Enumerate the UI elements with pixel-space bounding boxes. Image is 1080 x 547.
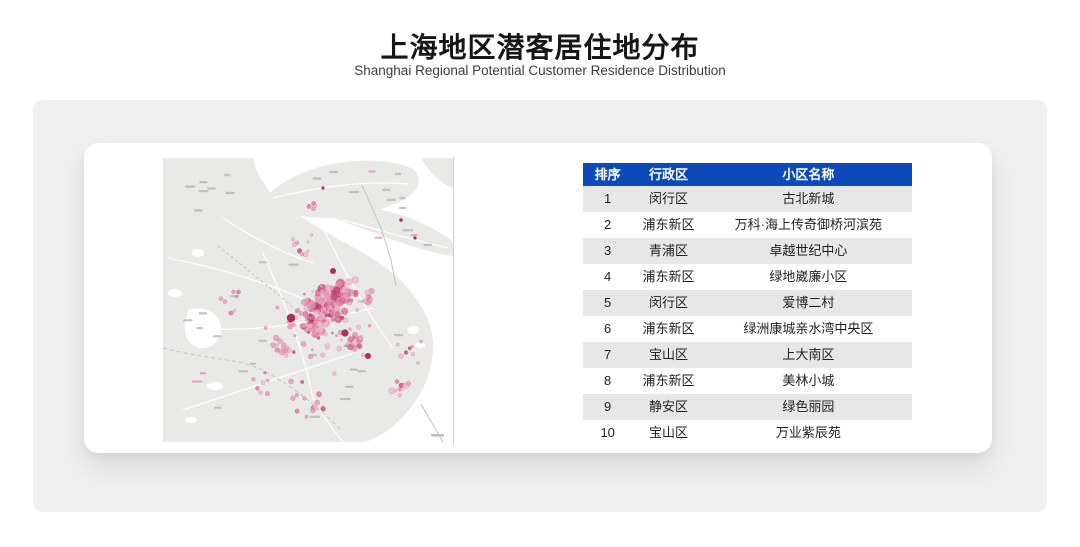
- map-chongming-island: [263, 160, 419, 219]
- district-cell: 浦东新区: [642, 373, 695, 388]
- rank-cell: 3: [604, 243, 612, 258]
- rank-cell: 10: [600, 425, 615, 440]
- shanghai-density-map: [163, 158, 453, 442]
- table-row: 9 静安区 绿色丽园: [583, 394, 912, 420]
- map-density-dots: [218, 186, 423, 419]
- content-card: 排序 行政区 小区名称 1 闵行区 古北新城 2 浦东新区 万科·海上传奇御桥河…: [84, 143, 992, 453]
- district-cell: 闵行区: [649, 191, 689, 206]
- community-cell: 绿色丽园: [782, 399, 835, 414]
- map-pond: [192, 249, 204, 257]
- map-changxing-island: [335, 208, 453, 256]
- community-cell: 美林小城: [782, 373, 835, 388]
- table-row: 5 闵行区 爱博二村: [583, 290, 912, 316]
- map-pond: [185, 417, 197, 423]
- district-cell: 青浦区: [649, 243, 689, 258]
- community-cell: 古北新城: [782, 191, 835, 206]
- district-cell: 静安区: [649, 399, 689, 414]
- table-row: 1 闵行区 古北新城: [583, 186, 912, 212]
- page-subtitle: Shanghai Regional Potential Customer Res…: [354, 63, 726, 78]
- page-title: 上海地区潜客居住地分布: [380, 32, 700, 63]
- map-attribution-mark: [431, 434, 444, 437]
- rank-cell: 4: [604, 269, 612, 284]
- table-row: 6 浦东新区 绿洲康城亲水湾中央区: [583, 316, 912, 342]
- community-cell: 绿洲康城亲水湾中央区: [743, 321, 874, 336]
- ranking-table: 排序 行政区 小区名称 1 闵行区 古北新城 2 浦东新区 万科·海上传奇御桥河…: [583, 163, 912, 446]
- table-row: 2 浦东新区 万科·海上传奇御桥河滨苑: [583, 212, 912, 238]
- district-cell: 浦东新区: [642, 217, 695, 232]
- rank-cell: 5: [604, 295, 612, 310]
- table-header-row: 排序 行政区 小区名称: [583, 163, 912, 186]
- district-cell: 宝山区: [649, 347, 689, 362]
- district-cell: 闵行区: [649, 295, 689, 310]
- map-canvas: [163, 158, 453, 442]
- map-pond: [415, 342, 425, 348]
- col-header-community: 小区名称: [782, 167, 835, 182]
- map-right-border: [453, 157, 454, 444]
- community-cell: 万科·海上传奇御桥河滨苑: [734, 217, 883, 232]
- district-cell: 浦东新区: [642, 321, 695, 336]
- map-railways: [163, 184, 444, 442]
- rank-cell: 2: [604, 217, 612, 232]
- community-cell: 万业紫辰苑: [775, 425, 841, 440]
- table-row: 3 青浦区 卓越世纪中心: [583, 238, 912, 264]
- rank-cell: 6: [604, 321, 612, 336]
- rank-cell: 7: [604, 347, 612, 362]
- map-hengsha-island: [336, 250, 370, 266]
- col-header-district: 行政区: [649, 167, 689, 182]
- rank-cell: 1: [604, 191, 612, 206]
- col-header-rank: 排序: [594, 167, 621, 182]
- table-row: 8 浦东新区 美林小城: [583, 368, 912, 394]
- community-cell: 上大南区: [782, 347, 835, 362]
- community-cell: 爱博二村: [782, 295, 835, 310]
- table-row: 7 宝山区 上大南区: [583, 342, 912, 368]
- map-place-labels: [183, 170, 433, 418]
- rank-cell: 9: [604, 399, 612, 414]
- community-cell: 卓越世纪中心: [769, 243, 848, 258]
- map-roads: [167, 182, 449, 442]
- map-north-bank: [421, 158, 453, 188]
- map-pond: [407, 326, 419, 334]
- map-pond: [168, 289, 182, 297]
- table-row: 4 浦东新区 绿地崴廉小区: [583, 264, 912, 290]
- map-pond: [207, 382, 223, 390]
- content-panel: 排序 行政区 小区名称 1 闵行区 古北新城 2 浦东新区 万科·海上传奇御桥河…: [33, 100, 1047, 512]
- district-cell: 宝山区: [649, 425, 689, 440]
- table-row: 10 宝山区 万业紫辰苑: [583, 420, 912, 446]
- rank-cell: 8: [604, 373, 612, 388]
- district-cell: 浦东新区: [642, 269, 695, 284]
- community-cell: 绿地崴廉小区: [769, 269, 848, 284]
